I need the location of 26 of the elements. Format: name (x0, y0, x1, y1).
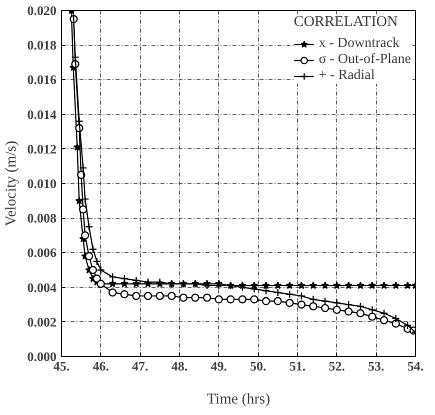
y-tick-label: 0.014 (27, 106, 57, 122)
y-axis-title: Velocity (m/s) (3, 140, 20, 226)
y-tick-label: 0.010 (27, 176, 56, 191)
legend-label: σ - Out-of-Plane (318, 52, 411, 68)
x-tick-label: 48. (171, 358, 188, 374)
x-axis-title: Time (hrs) (206, 392, 270, 408)
y-tick-label: 0.000 (27, 349, 56, 364)
x-tick-label: 50. (250, 358, 266, 374)
y-tick-label: 0.002 (27, 314, 56, 330)
x-tick-label: 54. (407, 358, 424, 374)
y-tick-label: 0.004 (27, 280, 57, 295)
y-tick-label: 0.016 (27, 72, 57, 88)
y-tick-label: 0.020 (27, 3, 56, 18)
x-tick-label: 49. (210, 358, 227, 374)
y-tick-label: 0.008 (27, 210, 57, 226)
x-tick-label: 53. (368, 358, 384, 374)
x-tick-label: 52. (328, 358, 345, 374)
x-tick-label: 47. (132, 358, 148, 374)
x-tick-label: 46. (92, 358, 109, 374)
x-tick-label: 51. (289, 358, 306, 374)
y-tick-label: 0.006 (27, 245, 57, 260)
legend-label: x - Downtrack (318, 36, 400, 52)
y-tick-label: 0.012 (27, 141, 56, 156)
legend-title: CORRELATION (294, 14, 399, 31)
y-tick-label: 0.018 (27, 38, 57, 53)
legend-label: + - Radial (318, 68, 375, 84)
